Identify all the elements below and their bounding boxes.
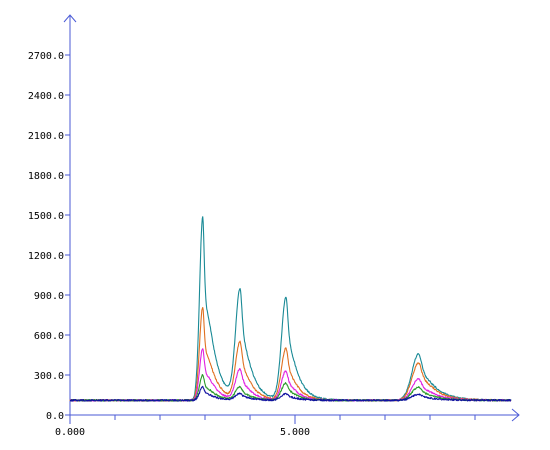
y-axis-arrow: [63, 14, 77, 23]
x-axis-arrow: [511, 408, 520, 422]
y-tick-label: 300.0: [34, 371, 64, 382]
y-tick-label: 1200.0: [28, 251, 64, 262]
y-tick-label: 900.0: [34, 291, 64, 302]
y-tick-label: 1500.0: [28, 211, 64, 222]
y-tick-label: 0.0: [46, 411, 64, 422]
y-tick-label: 2400.0: [28, 91, 64, 102]
series-line-5: [69, 385, 512, 402]
series-line-2: [69, 306, 512, 402]
ticks: 0.0 300.0 600.0 900.0 1200.0 1500.0 1800.0 2100…: [28, 51, 476, 438]
x-tick-label: 5.000: [280, 427, 310, 438]
y-tick-label: 600.0: [34, 331, 64, 342]
series: [69, 216, 512, 402]
axes: [63, 14, 520, 422]
y-tick-label: 2700.0: [28, 51, 64, 62]
x-tick-label: 0.000: [55, 427, 85, 438]
y-tick-label: 1800.0: [28, 171, 64, 182]
y-tick-label: 2100.0: [28, 131, 64, 142]
